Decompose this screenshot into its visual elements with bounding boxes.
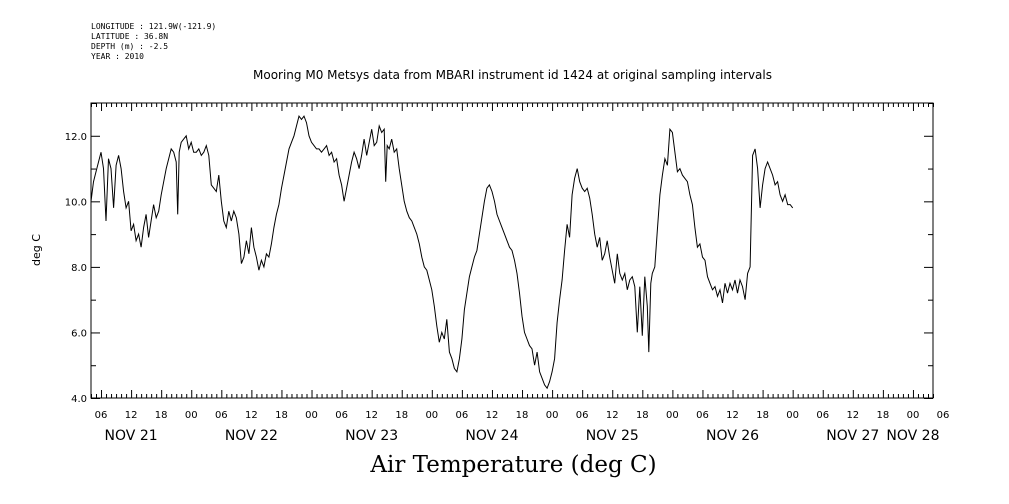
x-tick-label: 06 [816, 410, 829, 421]
x-tick-label: 18 [275, 410, 288, 421]
x-tick-label: 12 [365, 410, 378, 421]
x-tick-label: 00 [305, 410, 318, 421]
x-tick-label: 12 [125, 410, 138, 421]
latitude-label: LATITUDE : 36.8N [91, 32, 169, 41]
y-tick-label: 4.0 [71, 394, 87, 405]
depth-label: DEPTH (m) : -2.5 [91, 42, 169, 51]
x-tick-label: 00 [666, 410, 679, 421]
x-tick-label: 06 [95, 410, 108, 421]
day-label: NOV 28 [886, 428, 939, 444]
x-tick-label: 12 [606, 410, 619, 421]
x-tick-label: 06 [696, 410, 709, 421]
day-label: NOV 23 [345, 428, 398, 444]
chart-title: Mooring M0 Metsys data from MBARI instru… [253, 68, 772, 82]
x-tick-label: 12 [486, 410, 499, 421]
x-tick-label: 18 [877, 410, 890, 421]
x-tick-label: 18 [155, 410, 168, 421]
x-tick-label: 00 [786, 410, 799, 421]
longitude-label: LONGITUDE : 121.9W(-121.9) [91, 22, 217, 31]
day-label: NOV 27 [826, 428, 879, 444]
day-label: NOV 25 [586, 428, 639, 444]
day-label: NOV 21 [105, 428, 158, 444]
temperature-series-line [90, 114, 794, 390]
y-tick-label: 6.0 [71, 328, 87, 339]
x-tick-label: 00 [546, 410, 559, 421]
year-label: YEAR : 2010 [91, 52, 144, 61]
label-group: 4.0 6.0 8.0 10.0 12.0 06 12 18 00 06 12 18 00 06 12 18 0… [65, 132, 950, 444]
x-tick-label: 06 [937, 410, 950, 421]
y-axis-label: deg C [30, 234, 43, 266]
x-tick-label: 12 [245, 410, 258, 421]
x-tick-label: 06 [456, 410, 469, 421]
metadata-block: LONGITUDE : 121.9W(-121.9) LATITUDE : 36… [91, 22, 216, 62]
x-tick-label: 06 [576, 410, 589, 421]
x-tick-label: 18 [516, 410, 529, 421]
x-tick-label: 18 [636, 410, 649, 421]
x-axis-label: Air Temperature (deg C) [370, 452, 657, 478]
day-label: NOV 24 [465, 428, 518, 444]
x-tick-label: 12 [726, 410, 739, 421]
x-tick-label: 18 [756, 410, 769, 421]
x-tick-label: 00 [907, 410, 920, 421]
x-tick-label: 06 [335, 410, 348, 421]
y-tick-label: 12.0 [65, 132, 87, 143]
day-label: NOV 22 [225, 428, 278, 444]
x-tick-label: 00 [425, 410, 438, 421]
x-tick-label: 18 [395, 410, 408, 421]
x-tick-label: 12 [846, 410, 859, 421]
y-tick-label: 8.0 [71, 263, 87, 274]
x-tick-label: 00 [185, 410, 198, 421]
x-tick-label: 06 [215, 410, 228, 421]
tick-group [91, 103, 934, 399]
day-label: NOV 26 [706, 428, 759, 444]
y-tick-label: 10.0 [65, 197, 87, 208]
